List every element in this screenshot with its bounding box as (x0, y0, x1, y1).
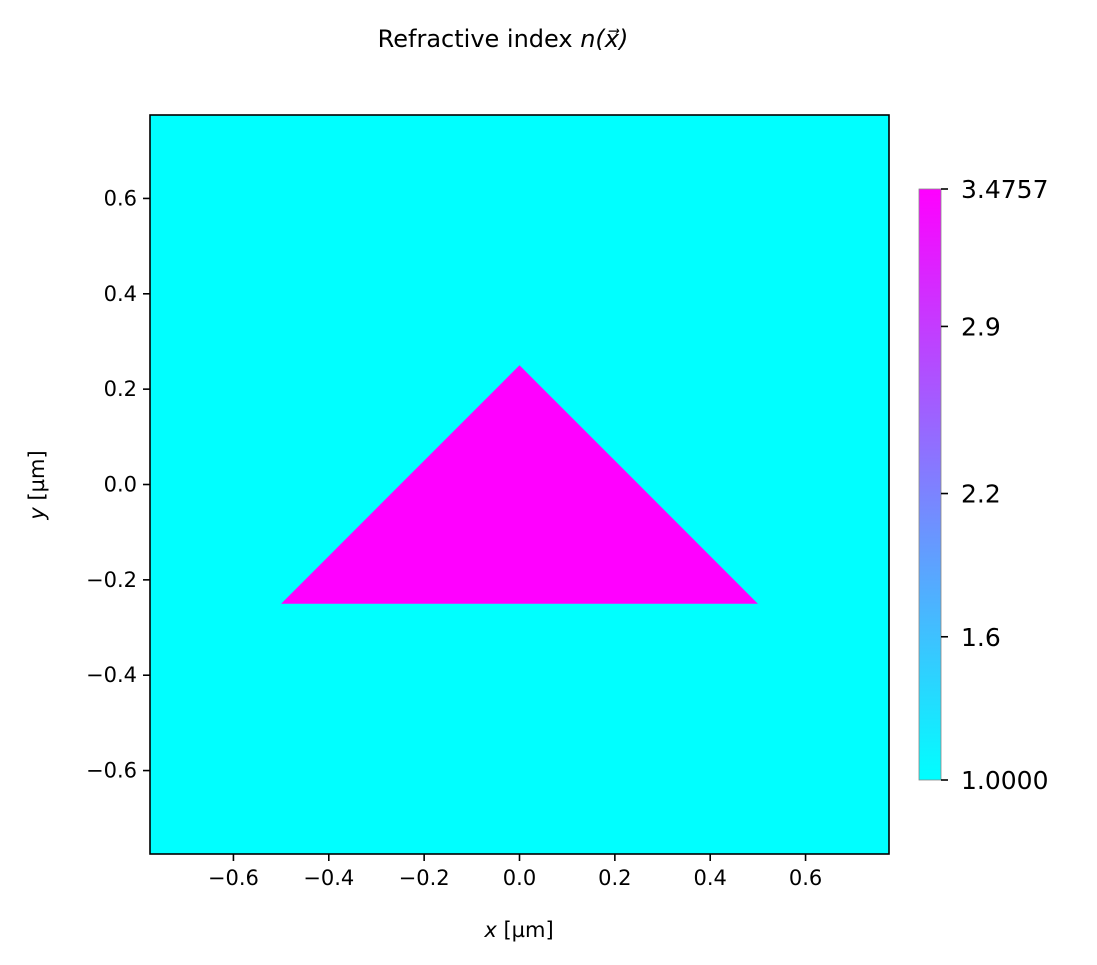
y-axis-label: y [µm] (25, 450, 49, 520)
chart-title-math: n(x⃗) (580, 25, 628, 53)
x-axis-label-var: x (483, 918, 497, 942)
y-tick-label: −0.6 (86, 759, 137, 783)
y-tick-label: 0.4 (104, 282, 137, 306)
x-tick-label: −0.6 (208, 866, 259, 890)
colorbar-tick-label: 1.0000 (961, 766, 1048, 795)
x-tick-label: −0.2 (399, 866, 450, 890)
colorbar-ticks: 3.4757 2.9 2.2 1.6 1.0000 (941, 175, 1048, 795)
x-tick-label: 0.6 (789, 866, 822, 890)
colorbar-tick-label: 3.4757 (961, 175, 1048, 204)
x-axis-label: x [µm] (483, 918, 553, 942)
y-tick-label: −0.4 (86, 663, 137, 687)
plot-area (149, 114, 890, 855)
y-tick-label: 0.2 (104, 377, 137, 401)
chart-title: Refractive index n(x⃗) (378, 25, 629, 53)
colorbar-gradient (918, 188, 942, 781)
x-axis-label-unit: [µm] (497, 918, 554, 942)
colorbar-tick-label: 2.2 (961, 480, 1001, 509)
x-axis-ticks: −0.6 −0.4 −0.2 0.0 0.2 0.4 0.6 (208, 854, 822, 890)
x-tick-label: 0.0 (503, 866, 536, 890)
y-axis-label-var: y (25, 507, 49, 521)
x-tick-label: 0.4 (694, 866, 727, 890)
triangle-region (281, 365, 758, 604)
colorbar-tick-label: 1.6 (961, 623, 1001, 652)
chart-title-text: Refractive index (378, 25, 581, 53)
y-tick-label: 0.6 (104, 186, 137, 210)
colorbar-tick-label: 2.9 (961, 312, 1001, 341)
y-axis-label-unit: [µm] (25, 450, 49, 507)
x-tick-label: 0.2 (598, 866, 631, 890)
y-axis-ticks: 0.6 0.4 0.2 0.0 −0.2 −0.4 −0.6 (86, 186, 150, 783)
y-tick-label: 0.0 (104, 473, 137, 497)
x-tick-label: −0.4 (303, 866, 354, 890)
colorbar: 3.4757 2.9 2.2 1.6 1.0000 (918, 175, 1048, 795)
y-tick-label: −0.2 (86, 568, 137, 592)
